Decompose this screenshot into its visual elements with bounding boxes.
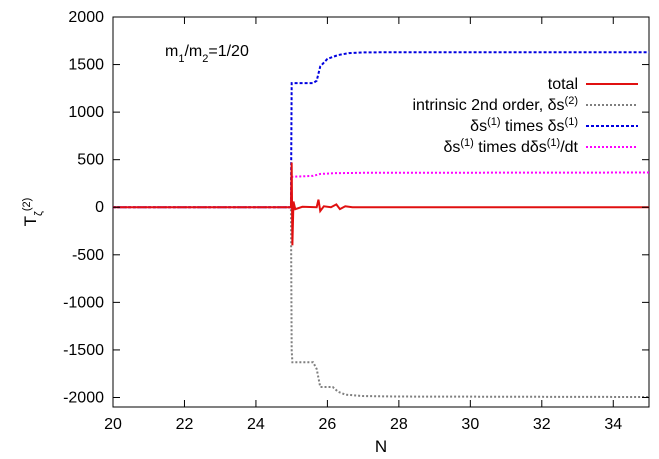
x-tick-label: 34: [604, 416, 622, 433]
plot-frame: [112, 16, 650, 408]
series-lines: [113, 51, 650, 399]
y-tick-label: -500: [72, 247, 104, 264]
y-tick-label: -1500: [63, 342, 104, 359]
x-tick-label: 22: [176, 416, 194, 433]
series-line: [113, 171, 650, 209]
x-tick-label: 30: [461, 416, 479, 433]
series-line: [113, 162, 649, 246]
y-tick-label: 1000: [68, 104, 104, 121]
mass-ratio-annotation: m1/m2=1/20: [165, 43, 249, 65]
legend-label: δs(1) times dδs(1)/dt: [443, 137, 578, 156]
y-tick-label: 0: [95, 199, 104, 216]
legend-label: intrinsic 2nd order, δs(2): [412, 95, 578, 114]
y-axis-title: Tζ(2): [21, 198, 45, 227]
legend: total intrinsic 2nd order, δs(2) δs(1) tim…: [412, 76, 638, 156]
legend-label: total: [548, 76, 578, 93]
x-tick-label: 24: [247, 416, 265, 433]
x-tick-label: 28: [390, 416, 408, 433]
y-axis: -2000 -1500 -1000 -500 0 500 1000 1500 2000: [63, 9, 649, 406]
series-line: [113, 206, 650, 399]
x-axis: 20 22 24 26 28 30 32 34: [104, 17, 622, 433]
y-tick-label: -2000: [63, 389, 104, 406]
y-tick-label: 2000: [68, 9, 104, 26]
legend-label: δs(1) times δs(1): [470, 116, 578, 135]
x-tick-label: 32: [533, 416, 551, 433]
series-line: [113, 51, 649, 209]
y-tick-label: 500: [77, 152, 104, 169]
y-tick-label: 1500: [68, 57, 104, 74]
y-tick-label: -1000: [63, 294, 104, 311]
x-tick-label: 26: [319, 416, 337, 433]
x-axis-title: N: [375, 437, 387, 456]
x-tick-label: 20: [104, 416, 122, 433]
